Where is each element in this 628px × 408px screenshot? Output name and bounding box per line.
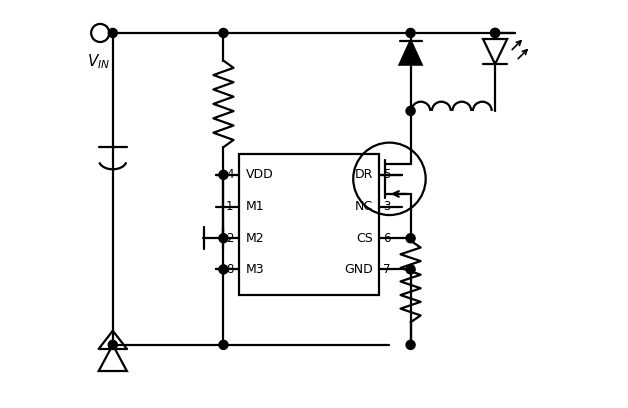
Circle shape (219, 29, 228, 38)
Text: DR: DR (355, 169, 374, 181)
Text: 1: 1 (226, 200, 234, 213)
Circle shape (108, 29, 117, 38)
Text: 2: 2 (226, 232, 234, 245)
Circle shape (406, 340, 415, 349)
Circle shape (406, 234, 415, 243)
Text: M1: M1 (246, 200, 265, 213)
Circle shape (406, 265, 415, 274)
Text: GND: GND (345, 263, 374, 276)
Text: 7: 7 (384, 263, 391, 276)
Text: 5: 5 (384, 169, 391, 181)
Circle shape (219, 234, 228, 243)
Text: VDD: VDD (246, 169, 274, 181)
Circle shape (219, 265, 228, 274)
Circle shape (406, 29, 415, 38)
Circle shape (490, 29, 500, 38)
Text: NC: NC (355, 200, 374, 213)
Polygon shape (399, 40, 421, 64)
Text: 3: 3 (384, 200, 391, 213)
Circle shape (406, 106, 415, 115)
Circle shape (219, 170, 228, 180)
Circle shape (108, 340, 117, 349)
Text: $V_{IN}$: $V_{IN}$ (87, 52, 110, 71)
Text: M2: M2 (246, 232, 265, 245)
Circle shape (219, 340, 228, 349)
Circle shape (490, 29, 500, 38)
Text: M3: M3 (246, 263, 265, 276)
Text: CS: CS (357, 232, 374, 245)
Text: 4: 4 (226, 169, 234, 181)
Text: 8: 8 (226, 263, 234, 276)
Bar (239, 154, 379, 295)
Text: 6: 6 (384, 232, 391, 245)
